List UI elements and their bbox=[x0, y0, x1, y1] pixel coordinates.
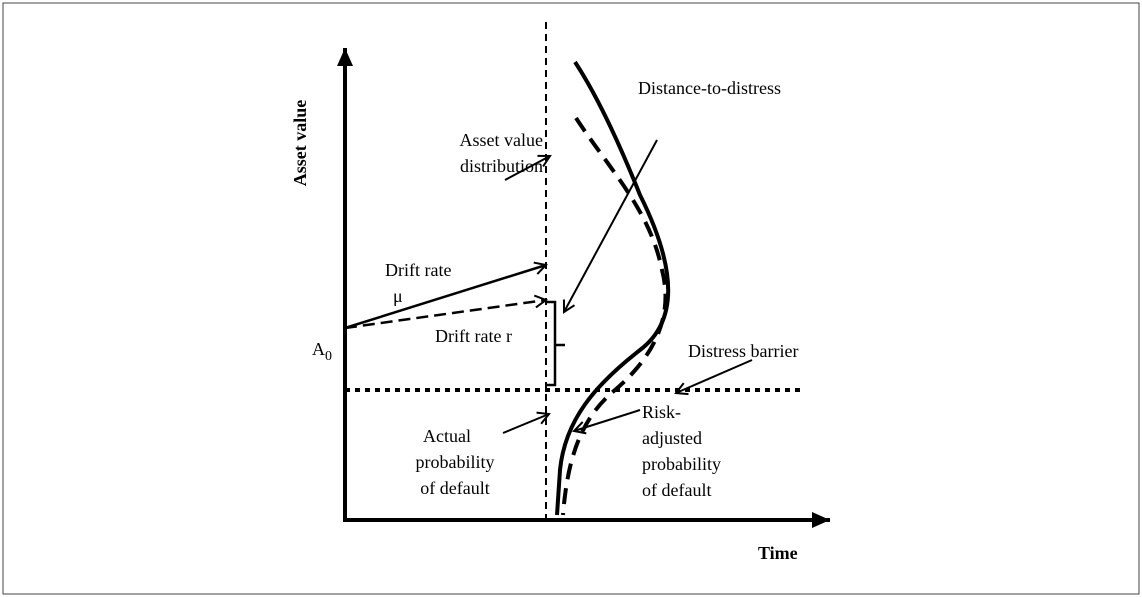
label: 0 bbox=[325, 349, 332, 364]
x-axis-label: Time bbox=[758, 543, 798, 563]
label: probability bbox=[642, 454, 721, 474]
pointer-arrow bbox=[502, 414, 549, 434]
label: probability bbox=[416, 452, 495, 472]
label: Distance-to-distress bbox=[638, 78, 781, 98]
risk-neutral-distribution bbox=[561, 116, 668, 516]
pointer-arrow bbox=[504, 156, 550, 181]
y-axis-label: Asset value bbox=[290, 100, 310, 187]
drift-mu-arrow bbox=[344, 265, 546, 330]
label: Distress barrier bbox=[688, 341, 798, 361]
drift-r-arrow bbox=[344, 300, 546, 330]
distance-bracket bbox=[546, 300, 565, 387]
label: Actual bbox=[423, 426, 471, 446]
label: adjusted bbox=[642, 428, 702, 448]
label: distribution bbox=[460, 156, 543, 176]
start-value-label: A0 bbox=[312, 339, 332, 364]
label: A bbox=[312, 339, 325, 359]
label: of default bbox=[642, 480, 711, 500]
label: Drift rate r bbox=[435, 326, 512, 346]
label: Risk- bbox=[642, 402, 681, 422]
pointer-arrow bbox=[676, 359, 753, 393]
actual-distribution bbox=[555, 60, 671, 516]
pointer-arrow bbox=[574, 409, 641, 431]
label: μ bbox=[393, 286, 403, 306]
pointer-arrow bbox=[564, 139, 658, 312]
label: of default bbox=[420, 478, 489, 498]
label: Asset value bbox=[460, 130, 543, 150]
label: Drift rate bbox=[385, 260, 451, 280]
